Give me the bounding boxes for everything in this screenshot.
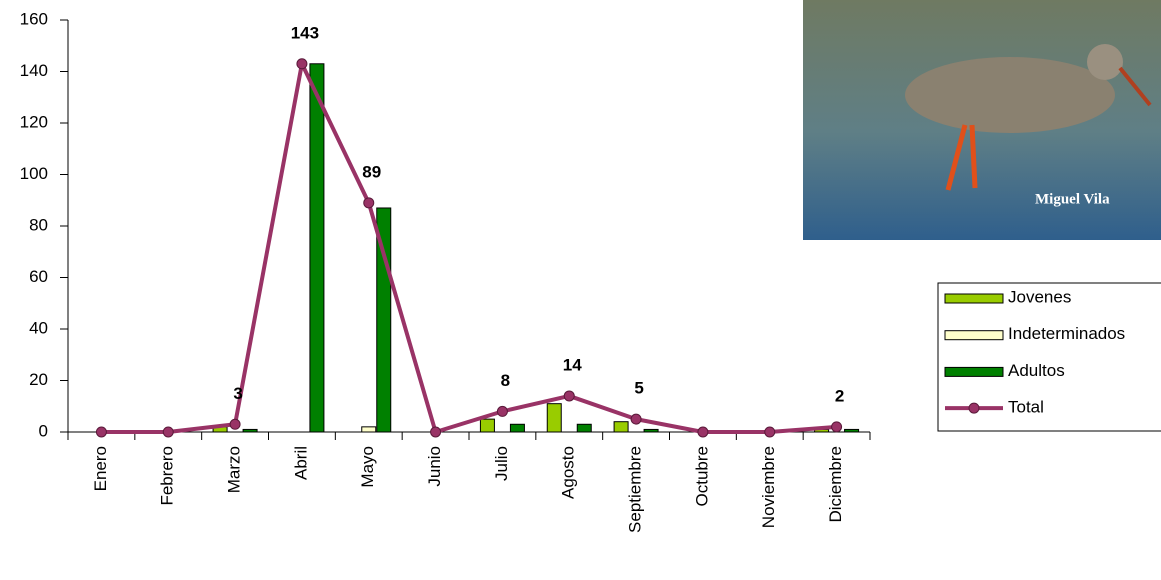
- legend-swatch-marker: [968, 402, 980, 414]
- legend-swatch: [944, 293, 1004, 304]
- line-marker: [95, 426, 107, 438]
- y-tick-label: 0: [39, 421, 48, 440]
- photo-credit: Miguel Vila: [1035, 191, 1110, 207]
- line-marker: [363, 197, 375, 209]
- x-tick-label: Abril: [291, 446, 310, 480]
- legend-label: Total: [1008, 398, 1044, 417]
- legend-label: Adultos: [1008, 361, 1065, 380]
- bar: [479, 418, 495, 433]
- y-tick-label: 60: [29, 267, 48, 286]
- bar: [509, 423, 525, 433]
- legend-swatch: [944, 366, 1004, 377]
- y-tick-label: 20: [29, 370, 48, 389]
- data-label: 8: [501, 371, 510, 390]
- legend-label: Jovenes: [1008, 287, 1071, 306]
- x-tick-label: Enero: [91, 446, 110, 491]
- data-label: 3: [233, 384, 242, 403]
- y-tick-label: 100: [20, 164, 48, 183]
- y-tick-label: 80: [29, 215, 48, 234]
- bird-beak: [1118, 66, 1152, 107]
- data-label: 5: [634, 379, 643, 398]
- data-label: 143: [291, 23, 319, 42]
- bird-leg: [969, 124, 978, 189]
- line-marker: [630, 413, 642, 425]
- bird-body: [905, 57, 1115, 133]
- x-tick-label: Mayo: [358, 446, 377, 488]
- line-marker: [697, 426, 709, 438]
- bar: [576, 423, 592, 433]
- line-marker: [430, 426, 442, 438]
- line-marker: [563, 390, 575, 402]
- x-tick-label: Junio: [425, 446, 444, 487]
- data-label: 89: [362, 162, 381, 181]
- y-tick-label: 120: [20, 112, 48, 131]
- legend-label: Indeterminados: [1008, 324, 1125, 343]
- line-marker: [229, 418, 241, 430]
- x-tick-label: Febrero: [158, 446, 177, 506]
- line: [101, 61, 837, 434]
- data-label: 14: [563, 355, 582, 374]
- line-marker: [764, 426, 776, 438]
- line-marker: [496, 405, 508, 417]
- x-tick-label: Agosto: [559, 446, 578, 499]
- x-tick-label: Septiembre: [626, 446, 645, 533]
- bar: [613, 421, 629, 433]
- y-tick-label: 160: [20, 9, 48, 28]
- data-label: 2: [835, 386, 844, 405]
- bar: [242, 428, 258, 433]
- x-tick-label: Octubre: [692, 446, 711, 506]
- x-tick-label: Noviembre: [759, 446, 778, 528]
- bird-leg: [945, 124, 968, 191]
- line-marker: [296, 58, 308, 70]
- x-tick-label: Marzo: [225, 446, 244, 493]
- bar: [844, 428, 860, 433]
- bird-head: [1087, 44, 1123, 80]
- bar: [361, 426, 377, 433]
- x-tick-label: Diciembre: [826, 446, 845, 523]
- y-tick-label: 40: [29, 318, 48, 337]
- photo: Miguel Vila: [803, 0, 1161, 240]
- bar: [546, 403, 562, 433]
- x-tick-label: Julio: [492, 446, 511, 481]
- line-marker: [162, 426, 174, 438]
- line-marker: [831, 421, 843, 433]
- legend-swatch: [944, 330, 1004, 341]
- bar: [309, 63, 325, 433]
- bar: [643, 428, 659, 433]
- y-tick-label: 140: [20, 61, 48, 80]
